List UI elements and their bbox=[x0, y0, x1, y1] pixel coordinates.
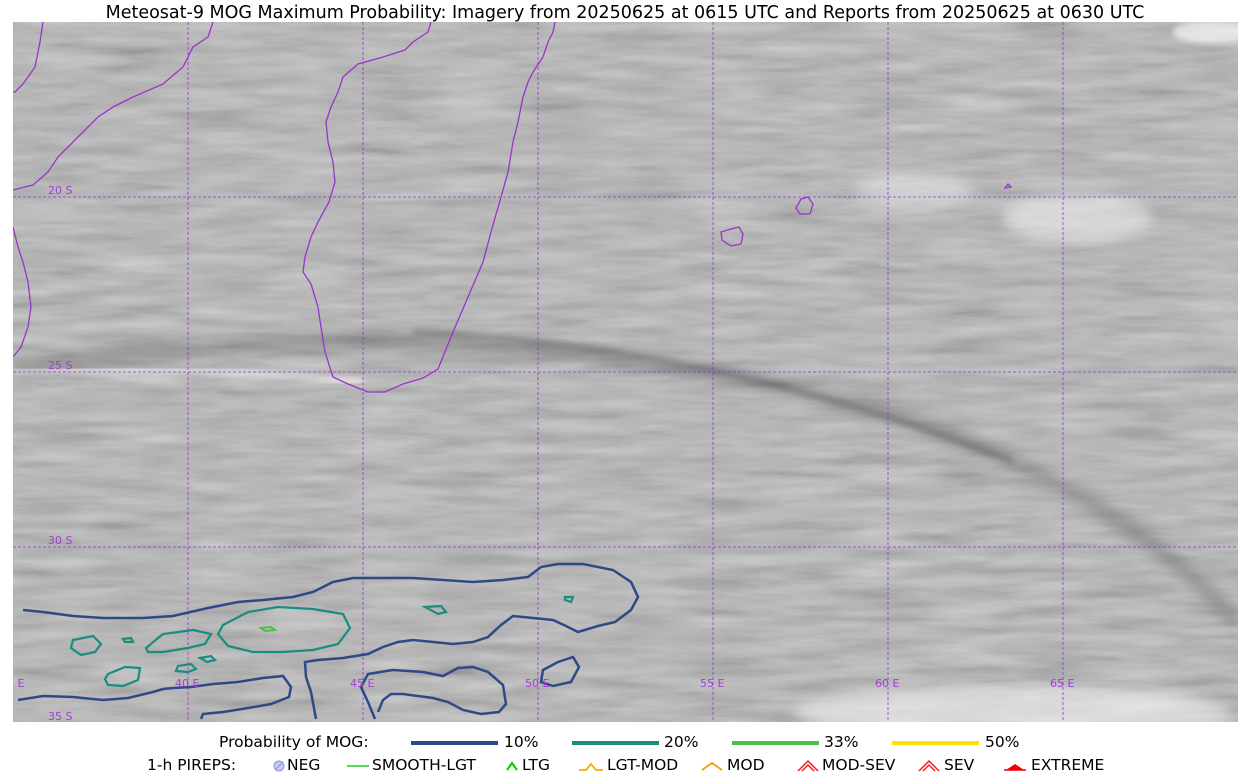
prob-33-contours bbox=[258, 625, 278, 633]
lat-label: 30 S bbox=[48, 534, 72, 547]
legend-swatch-33 bbox=[732, 741, 819, 745]
pireps-legend-label: 1-h PIREPS: bbox=[147, 756, 237, 774]
pirep-label-mod: MOD bbox=[727, 756, 765, 774]
prob-20-contours bbox=[69, 595, 575, 688]
neg-circle-icon bbox=[273, 760, 285, 772]
pirep-label-lgt-mod: LGT-MOD bbox=[607, 756, 679, 774]
line-icon bbox=[347, 765, 369, 767]
lon-label: 35 E bbox=[13, 677, 24, 690]
pirep-label-smooth-lgt: SMOOTH-LGT bbox=[372, 756, 476, 774]
lon-label: 60 E bbox=[875, 677, 899, 690]
lon-label: 65 E bbox=[1050, 677, 1074, 690]
lat-label: 35 S bbox=[48, 710, 72, 722]
legend-label-50: 50% bbox=[985, 733, 1020, 751]
lon-label: 45 E bbox=[350, 677, 374, 690]
lon-label: 40 E bbox=[175, 677, 199, 690]
pireps-legend: 1-h PIREPS: NEG SMOOTH-LGT LTG LGT-MOD M… bbox=[0, 756, 1250, 776]
legend-label-10: 10% bbox=[504, 733, 539, 751]
legend-swatch-10 bbox=[411, 741, 498, 745]
map-title: Meteosat-9 MOG Maximum Probability: Imag… bbox=[105, 3, 1145, 23]
pirep-label-extreme: EXTREME bbox=[1031, 756, 1105, 774]
legend-swatch-50 bbox=[892, 741, 979, 745]
pirep-label-sev: SEV bbox=[944, 756, 975, 774]
legend-label-33: 33% bbox=[824, 733, 859, 751]
caret-icon bbox=[506, 761, 518, 771]
lon-label: 50 E bbox=[525, 677, 549, 690]
prob-10-contours bbox=[17, 562, 640, 720]
pirep-label-ltg: LTG bbox=[522, 756, 550, 774]
lat-label: 20 S bbox=[48, 184, 72, 197]
satellite-map[interactable]: 20 S 25 S 30 S 35 S 35 E 40 E 45 E 50 E … bbox=[13, 22, 1238, 722]
gridlines bbox=[13, 22, 1238, 722]
lon-label: 55 E bbox=[700, 677, 724, 690]
filled-triangle-icon bbox=[1004, 764, 1026, 771]
probability-legend: Probability of MOG: 10% 20% 33% 50% bbox=[0, 733, 1250, 753]
legend-label-20: 20% bbox=[664, 733, 699, 751]
grid-labels: 20 S 25 S 30 S 35 S 35 E 40 E 45 E 50 E … bbox=[13, 184, 1074, 722]
hat-icon bbox=[579, 762, 603, 771]
pirep-label-neg: NEG bbox=[287, 756, 321, 774]
pirep-label-mod-sev: MOD-SEV bbox=[822, 756, 896, 774]
probability-legend-label: Probability of MOG: bbox=[219, 733, 369, 751]
coastlines bbox=[13, 22, 1013, 393]
double-caret-icon bbox=[797, 759, 819, 772]
lat-label: 25 S bbox=[48, 359, 72, 372]
caret-icon bbox=[701, 761, 723, 771]
legend-swatch-20 bbox=[572, 741, 659, 745]
double-caret-icon bbox=[918, 759, 940, 772]
